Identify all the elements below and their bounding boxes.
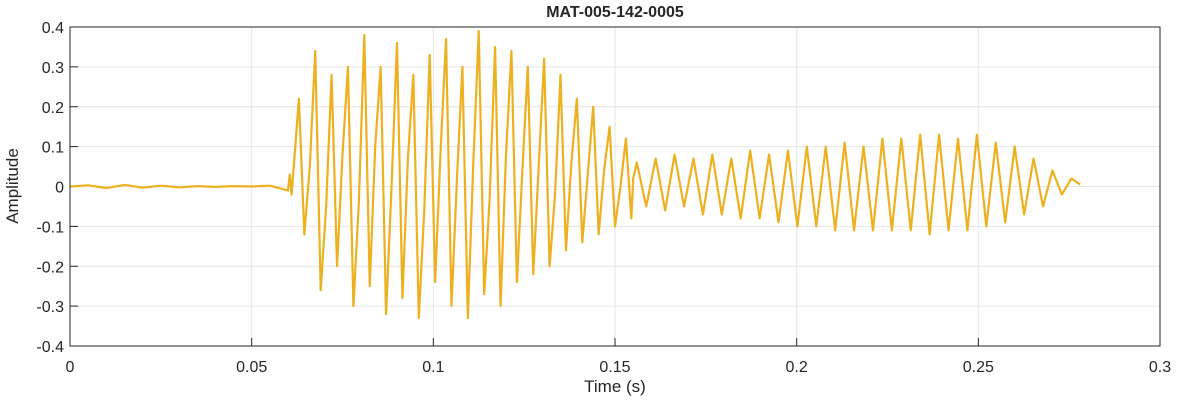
y-tick-label: -0.1 [36,219,64,236]
x-tick-label: 0.2 [786,359,808,376]
y-tick-label: -0.3 [36,299,64,316]
x-tick-label: 0.3 [1149,359,1171,376]
y-tick-label: 0.3 [42,60,64,77]
y-axis-label: Amplitude [3,148,22,224]
x-tick-label: 0.15 [599,359,630,376]
y-tick-label: 0.1 [42,140,64,157]
y-tick-label: 0.4 [42,20,64,37]
x-tick-label: 0.05 [236,359,267,376]
x-tick-label: 0 [66,359,75,376]
y-tick-label: -0.4 [36,339,64,356]
chart-title: MAT-005-142-0005 [546,4,684,21]
waveform [69,29,1081,320]
lines [69,29,1081,320]
tick-labels: 0 0.05 0.1 0.15 0.2 0.25 0.3 -0.4 -0.3 -0.2 -0.1 0 0… [36,20,1171,376]
x-tick-label: 0.25 [963,359,994,376]
y-tick-label: 0 [55,180,64,197]
x-tick-label: 0.1 [422,359,444,376]
y-tick-label: -0.2 [36,259,64,276]
x-axis-label: Time (s) [584,377,646,396]
y-tick-label: 0.2 [42,100,64,117]
axes-box [69,26,1161,347]
